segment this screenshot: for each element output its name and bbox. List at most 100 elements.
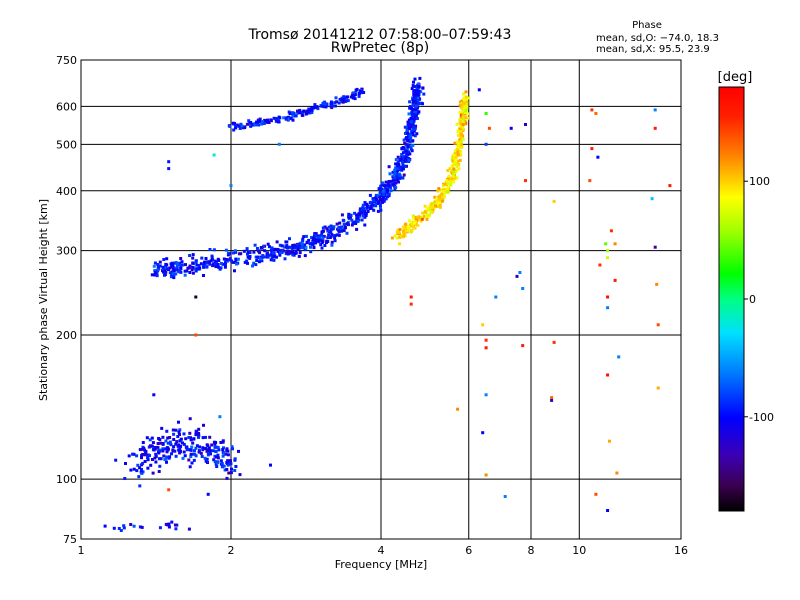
echo-point <box>452 180 456 184</box>
echo-point <box>412 111 416 115</box>
echo-point <box>182 450 186 454</box>
echo-point <box>443 182 447 186</box>
echo-point <box>451 178 455 182</box>
echo-point <box>276 248 280 252</box>
echo-point <box>437 198 441 202</box>
echo-point <box>345 231 349 235</box>
echo-point <box>460 132 464 136</box>
echo-point <box>487 126 491 130</box>
echo-point <box>339 225 343 229</box>
echo-point <box>214 441 218 444</box>
echo-point <box>218 415 222 419</box>
echo-point <box>309 250 313 254</box>
echo-point <box>194 259 198 263</box>
y-tick-label: 100 <box>56 473 77 486</box>
echo-point <box>195 263 199 267</box>
echo-point <box>377 187 381 191</box>
echo-point <box>411 128 415 132</box>
echo-point <box>163 273 166 277</box>
echo-point <box>188 465 192 469</box>
echo-point <box>285 246 289 250</box>
echo-point <box>246 255 250 259</box>
echo-point <box>197 434 201 438</box>
echo-point <box>264 120 268 123</box>
echo-point <box>453 170 457 174</box>
echo-point <box>403 141 407 145</box>
echo-point <box>277 115 281 119</box>
echo-point <box>188 264 192 268</box>
echo-point <box>613 278 617 282</box>
echo-point <box>297 111 301 115</box>
echo-point <box>424 210 428 214</box>
echo-point <box>368 193 372 197</box>
echo-point <box>152 393 156 397</box>
echo-point <box>655 282 659 286</box>
echo-point <box>457 146 461 150</box>
echo-point <box>360 218 364 222</box>
echo-point <box>429 210 433 214</box>
echo-point <box>361 214 365 218</box>
echo-point <box>227 251 231 255</box>
echo-point <box>457 167 461 171</box>
echo-point <box>417 85 420 88</box>
echo-point <box>411 84 415 88</box>
echo-point <box>321 104 325 108</box>
echo-point <box>378 191 382 195</box>
echo-point <box>460 145 463 149</box>
echo-point <box>167 522 171 526</box>
phase-stats-o: mean, sd,O: −74.0, 18.3 <box>596 33 719 44</box>
echo-point <box>204 459 208 463</box>
echo-point <box>160 426 164 430</box>
echo-point <box>432 202 436 206</box>
echo-point <box>333 104 337 108</box>
echo-point <box>402 173 406 177</box>
echo-point <box>321 226 325 230</box>
echo-point <box>135 469 139 473</box>
echo-point <box>388 172 392 176</box>
echo-point <box>226 463 230 467</box>
echo-point <box>262 122 266 125</box>
echo-point <box>524 179 527 183</box>
echo-point <box>180 260 184 264</box>
echo-point <box>435 199 439 203</box>
echo-point <box>355 227 359 231</box>
echo-point <box>617 355 621 359</box>
echo-point <box>174 428 178 432</box>
echo-point <box>402 232 406 236</box>
echo-point <box>313 232 317 236</box>
echo-point <box>405 159 409 163</box>
echo-point <box>246 252 249 256</box>
echo-point <box>609 229 613 233</box>
echo-point <box>419 215 423 219</box>
echo-point <box>138 525 142 529</box>
echo-point <box>401 176 405 180</box>
echo-point <box>414 102 418 106</box>
echo-point <box>288 250 292 254</box>
echo-point <box>409 117 413 120</box>
y-tick-label: 200 <box>56 329 77 342</box>
echo-point <box>166 436 170 440</box>
echo-point <box>521 344 525 348</box>
echo-point <box>363 201 367 205</box>
echo-point <box>293 243 297 247</box>
echo-point <box>653 126 657 130</box>
echo-point <box>384 184 388 188</box>
echo-point <box>191 271 195 275</box>
echo-point <box>198 445 202 449</box>
echo-point <box>380 187 384 191</box>
echo-point <box>418 76 422 80</box>
echo-point <box>455 140 459 144</box>
echo-point <box>177 269 181 273</box>
echo-point <box>409 295 413 299</box>
echo-point <box>188 254 192 257</box>
echo-point <box>158 264 162 268</box>
echo-point <box>509 126 513 130</box>
echo-point <box>334 96 338 100</box>
echo-point <box>164 439 168 443</box>
echo-point <box>164 447 168 451</box>
echo-point <box>408 152 412 156</box>
echo-point <box>238 127 242 130</box>
echo-point <box>203 260 206 264</box>
echo-point <box>650 197 654 201</box>
echo-point <box>277 142 281 146</box>
